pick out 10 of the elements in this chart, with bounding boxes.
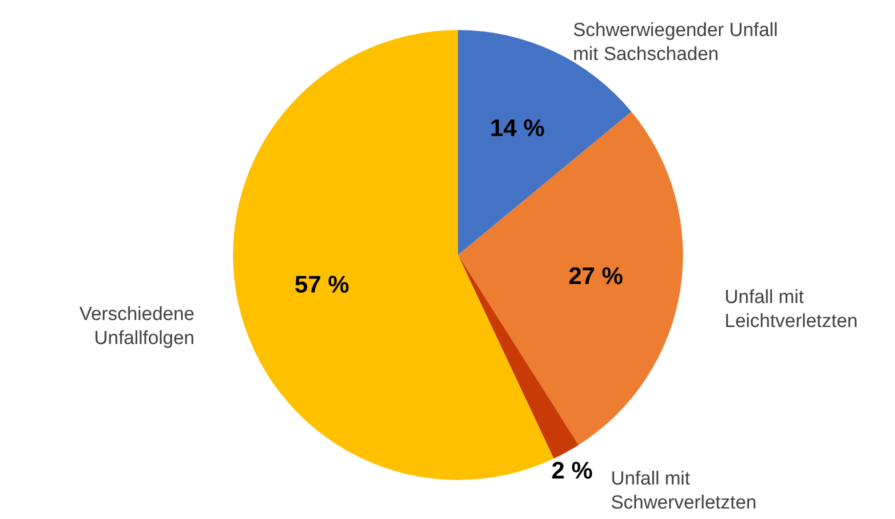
slice-label: Unfall mit Schwerverletzten [610,468,757,514]
pie-slice [233,30,554,480]
data-label: 57 % [294,271,350,298]
slice-label: Unfall mit Leichtverletzten [724,287,858,332]
data-label: 27 % [568,262,624,290]
pie-slice [458,112,683,445]
slice-label: Schwerwiegender Unfall mit Sachschaden [572,20,778,65]
data-label: 14 % [490,114,545,142]
slice-label: Verschiedene Unfallfolgen [79,304,194,349]
data-label: 2 % [551,457,593,484]
